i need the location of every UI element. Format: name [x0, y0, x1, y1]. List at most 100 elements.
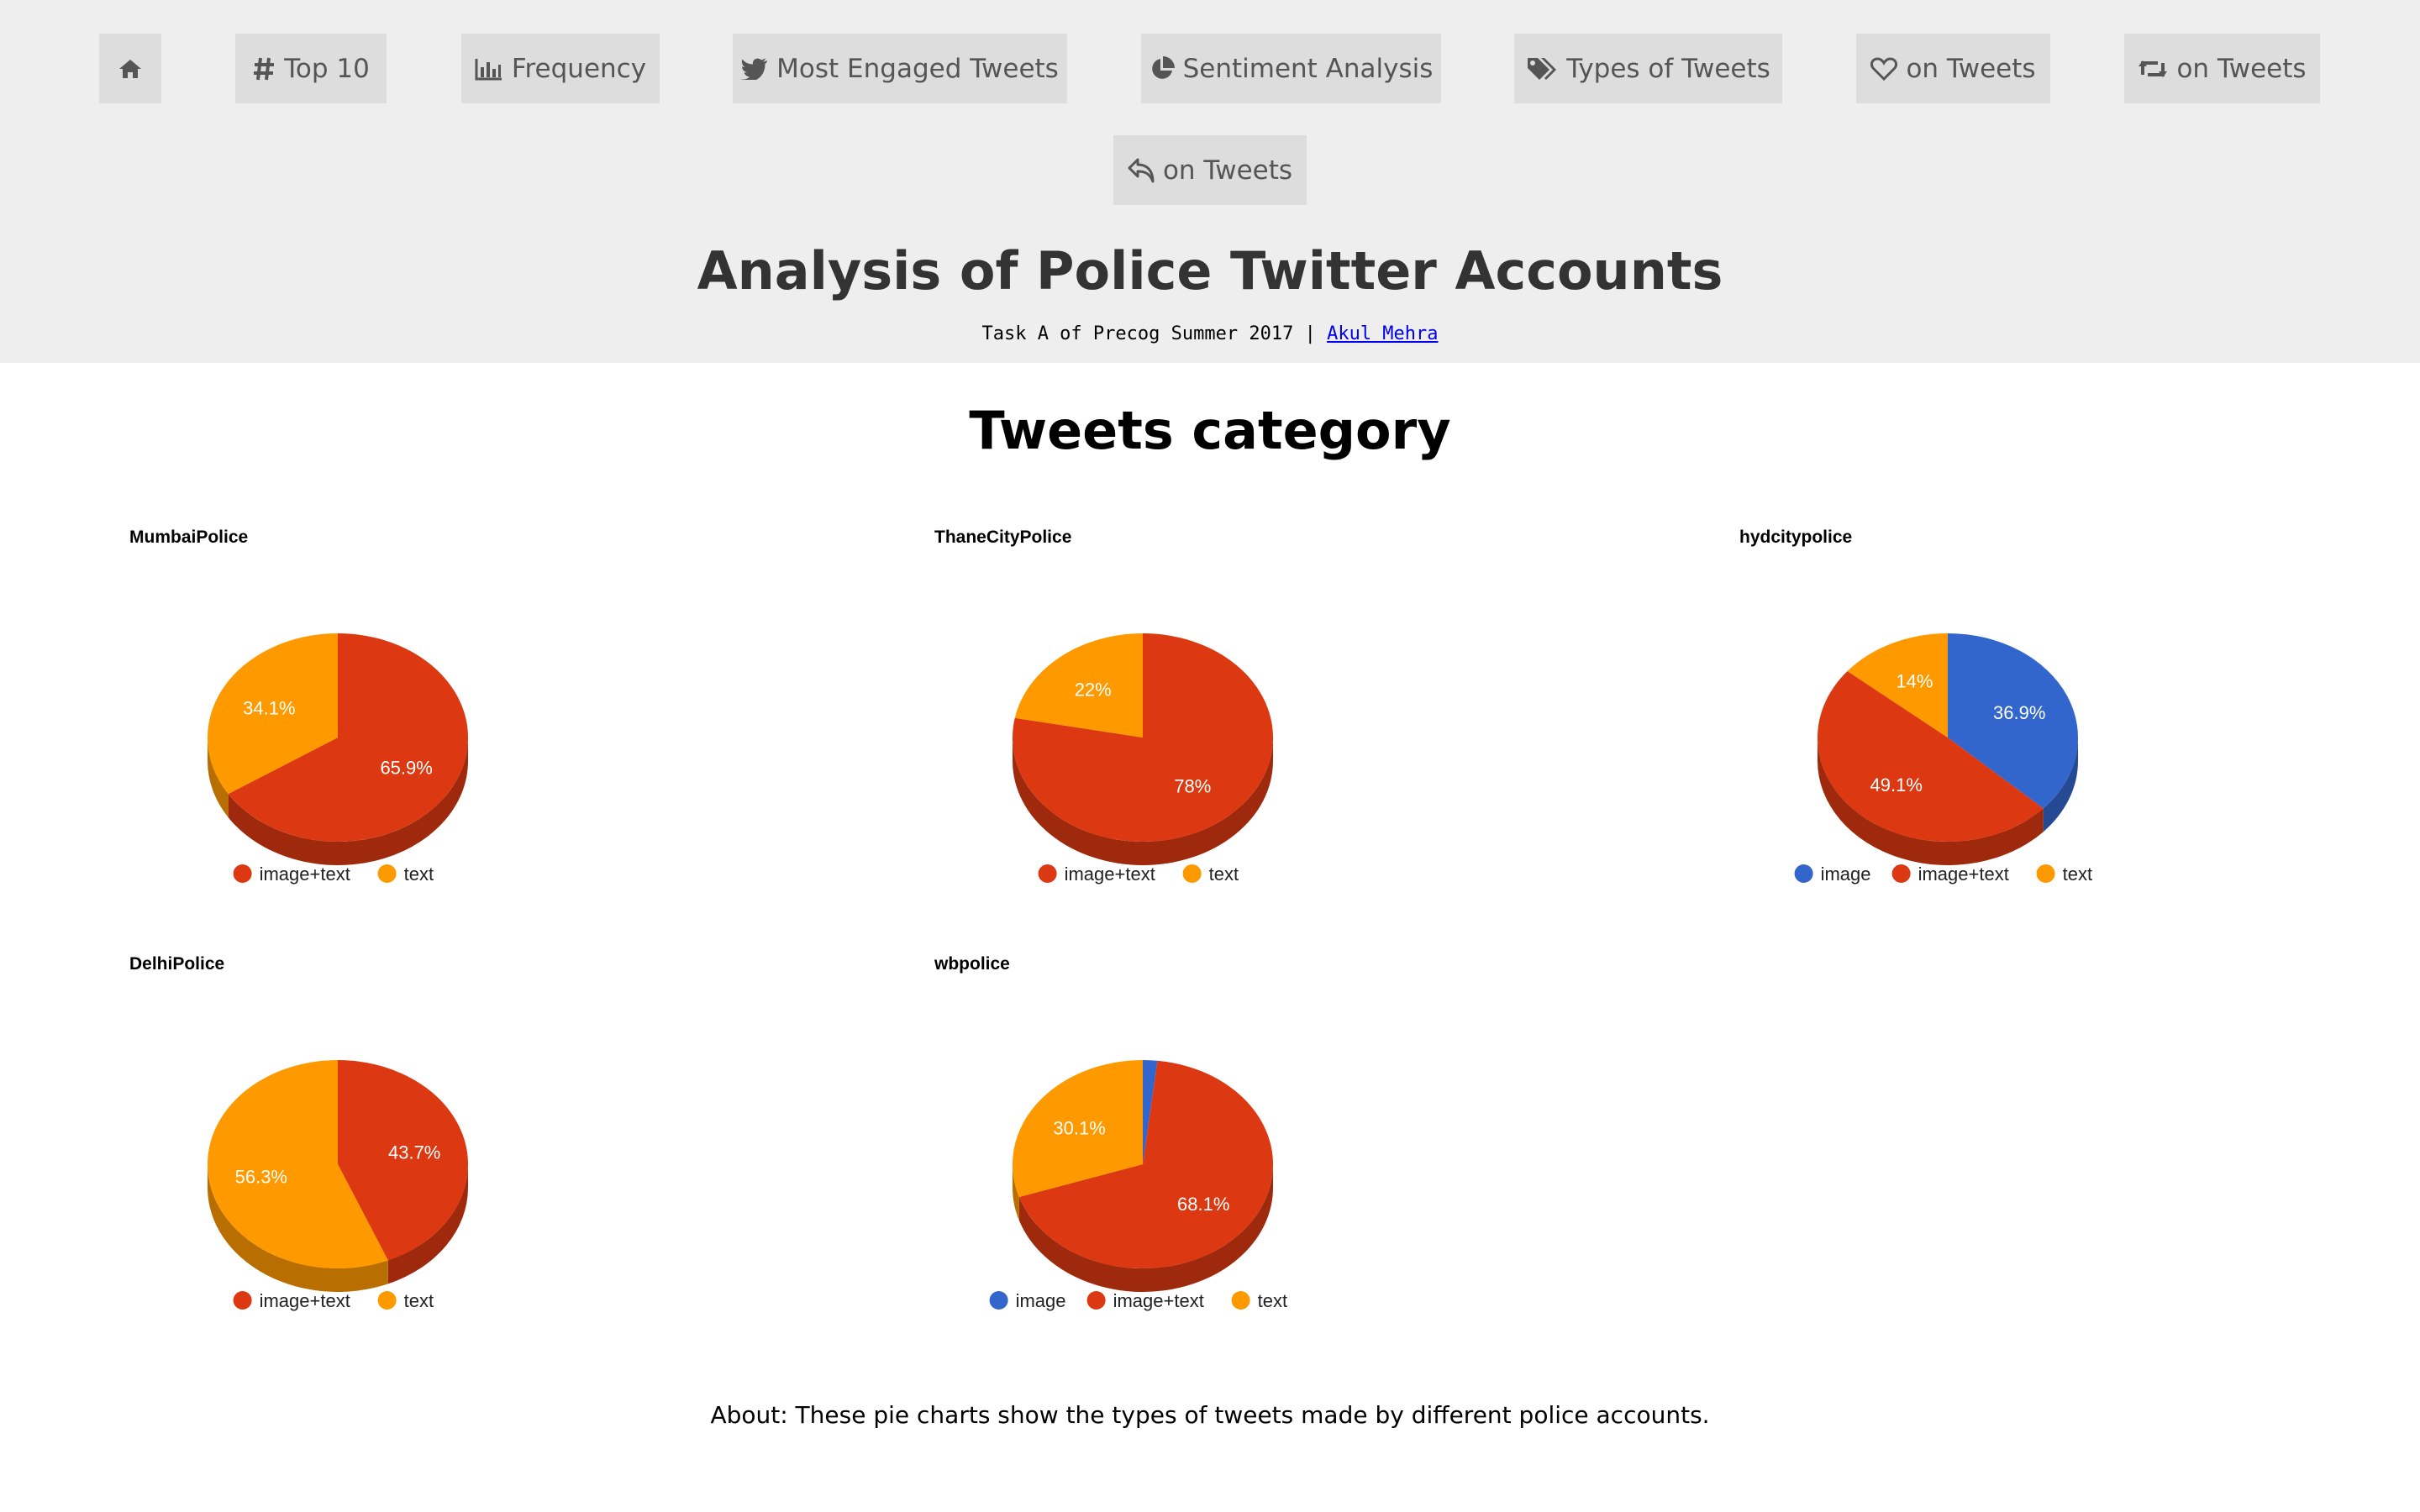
chart-canvas: 43.7% 56.3% image+text text [207, 1060, 468, 1311]
legend-label[interactable]: image+text [260, 864, 350, 885]
nav-sentiment-button[interactable]: Sentiment Analysis [1141, 34, 1441, 103]
pie-data-label: 68.1% [1177, 1194, 1229, 1215]
legend-swatch [1231, 1291, 1250, 1310]
legend-swatch [233, 1291, 252, 1310]
home-icon [118, 58, 143, 80]
pie-chart-thanecitypolice: ThaneCityPolice 78% 22% image+text text [934, 528, 1523, 922]
legend-swatch [1086, 1291, 1106, 1310]
nav-replies-button[interactable]: on Tweets [1113, 135, 1307, 205]
nav-label: Frequency [511, 53, 647, 84]
legend-swatch [377, 1291, 397, 1310]
pie-data-label: 56.3% [235, 1167, 287, 1188]
chart-title: wbpolice [934, 954, 1010, 974]
nav-label: on Tweets [1906, 53, 2036, 84]
legend-swatch [989, 1291, 1008, 1310]
nav-top10-button[interactable]: Top 10 [235, 34, 387, 103]
pie-slice-side [208, 738, 229, 818]
section-title: Tweets category [969, 400, 1451, 461]
pie-data-label: 78% [1174, 775, 1211, 796]
legend-label[interactable]: image [1821, 864, 1871, 885]
pie-slice-side [1018, 1164, 1273, 1292]
pie-slice-image-plus-text[interactable] [338, 1060, 468, 1261]
nav-label: Most Engaged Tweets [776, 53, 1059, 84]
nav-types-button[interactable]: Types of Tweets [1514, 34, 1782, 103]
nav-label: on Tweets [2176, 53, 2307, 84]
pie-slice-side [208, 1164, 388, 1292]
pie-slice-side [228, 738, 468, 865]
pie-slice-text[interactable] [1013, 1060, 1143, 1198]
pie-slice-side [2043, 738, 2078, 832]
nav-home-button[interactable] [99, 34, 161, 103]
pie-slice-image-plus-text[interactable] [228, 633, 468, 842]
retweet-icon [2138, 58, 2168, 80]
nav-label: Types of Tweets [1566, 53, 1770, 84]
chart-title: MumbaiPolice [129, 528, 249, 547]
chart-title: ThaneCityPolice [934, 528, 1072, 547]
pie-slice-text[interactable] [1847, 633, 1948, 738]
twitter-bird-icon [741, 58, 768, 80]
chart-canvas: 78% 22% image+text text [1013, 633, 1273, 885]
pie-slice-side [387, 1164, 468, 1284]
pie-slice-side [1818, 738, 2044, 865]
pie-chart-hydcitypolice: hydcitypolice 36.9% 49.1% 14% image image+te… [1739, 528, 2328, 922]
pie-slice-image[interactable] [1948, 633, 2078, 809]
heart-icon [1870, 56, 1898, 81]
nav-label: on Tweets [1162, 155, 1293, 186]
legend-label[interactable]: image+text [260, 1290, 350, 1311]
pie-slice-image[interactable] [1143, 1060, 1158, 1164]
nav-frequency-button[interactable]: Frequency [461, 34, 660, 103]
pie-slice-image-plus-text[interactable] [1818, 670, 2044, 842]
subtitle-text: Task A of Precog Summer 2017 | [981, 323, 1328, 344]
chart-title: hydcitypolice [1739, 528, 1853, 547]
pie-data-label: 65.9% [380, 758, 432, 779]
pie-data-label: 36.9% [1993, 702, 2045, 723]
page-title: Analysis of Police Twitter Accounts [697, 240, 1723, 302]
chart-canvas: 36.9% 49.1% 14% image image+text text [1794, 633, 2092, 885]
pie-slice-side [1013, 738, 1273, 865]
legend-label[interactable]: image+text [1113, 1290, 1204, 1311]
legend-label[interactable]: image+text [1918, 864, 2009, 885]
about-text: About: These pie charts show the types o… [710, 1401, 1710, 1429]
pie-slice-text[interactable] [1014, 633, 1143, 738]
pie-data-label: 34.1% [243, 697, 295, 718]
pie-slice-side [1013, 1164, 1019, 1221]
legend-swatch [1182, 864, 1202, 883]
legend-swatch [1038, 864, 1057, 883]
legend-swatch [377, 864, 397, 883]
legend-label[interactable]: text [404, 1290, 434, 1311]
pie-data-label: 22% [1075, 680, 1112, 701]
legend-label[interactable]: text [1209, 864, 1239, 885]
legend-label[interactable]: image [1016, 1290, 1066, 1311]
header-bar: Top 10 Frequency Most Engaged Tweets Sen… [0, 0, 2420, 363]
chart-title: DelhiPolice [129, 954, 225, 974]
chart-canvas: 68.1% 30.1% image image+text text [989, 1060, 1287, 1311]
pie-slice-image-plus-text[interactable] [1018, 1060, 1273, 1268]
nav-label: Top 10 [284, 53, 370, 84]
pie-chart-mumbaipolice: MumbaiPolice 65.9% 34.1% image+text text [129, 528, 718, 922]
nav-likes-button[interactable]: on Tweets [1856, 34, 2050, 103]
legend-swatch [1794, 864, 1813, 883]
author-link[interactable]: Akul Mehra [1327, 323, 1439, 344]
bar-chart-icon [475, 57, 503, 81]
legend-label[interactable]: text [2063, 864, 2092, 885]
pie-data-label: 14% [1896, 671, 1933, 692]
hashtag-icon [252, 56, 276, 81]
tags-icon [1526, 56, 1558, 81]
legend-label[interactable]: text [1258, 1290, 1287, 1311]
reply-icon [1128, 158, 1155, 183]
pie-slice-text[interactable] [208, 633, 338, 795]
legend-label[interactable]: text [404, 864, 434, 885]
legend-swatch [1891, 864, 1911, 883]
nav-retweets-button[interactable]: on Tweets [2124, 34, 2320, 103]
pie-chart-icon [1150, 55, 1175, 81]
pie-data-label: 49.1% [1870, 774, 1923, 795]
legend-swatch [2036, 864, 2055, 883]
nav-most-engaged-button[interactable]: Most Engaged Tweets [733, 34, 1067, 103]
pie-data-label: 30.1% [1053, 1117, 1105, 1138]
nav-label: Sentiment Analysis [1182, 53, 1434, 84]
pie-slice-text[interactable] [207, 1060, 388, 1268]
pie-chart-delhipolice: DelhiPolice 43.7% 56.3% image+text text [129, 954, 718, 1349]
legend-label[interactable]: image+text [1065, 864, 1155, 885]
legend-swatch [233, 864, 252, 883]
pie-data-label: 43.7% [388, 1142, 440, 1163]
